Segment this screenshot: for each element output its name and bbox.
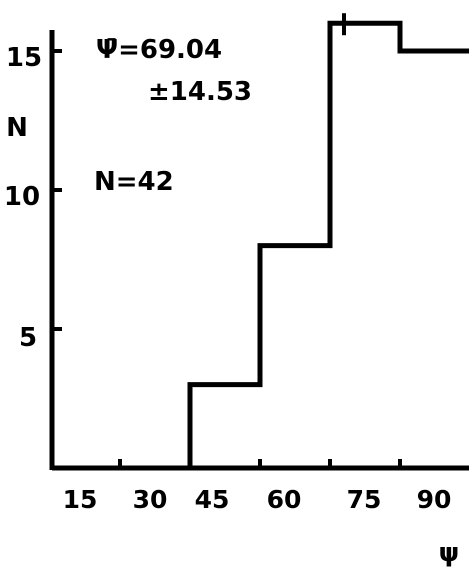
annotation-n: N=42 (94, 167, 174, 197)
x-tick-label-45: 45 (195, 485, 230, 514)
y-tick-label-15: 15 (6, 43, 42, 73)
y-tick-label-5: 5 (19, 323, 37, 353)
x-tick-label-60: 60 (267, 485, 302, 514)
y-tick-label-10: 10 (4, 182, 40, 212)
x-tick-label-90: 90 (417, 485, 452, 514)
histogram-bar (400, 51, 469, 468)
histogram-bar (330, 23, 400, 468)
histogram-step-line (187, 20, 469, 468)
x-axis-label: ψ (439, 538, 460, 568)
histogram-bar (190, 385, 260, 468)
x-tick-label-15: 15 (63, 485, 98, 514)
annotation-mean: Ψ̄=69.04 (96, 35, 222, 65)
histogram-outline (187, 13, 469, 468)
y-axis-label: N (6, 113, 28, 143)
y-ticks (52, 49, 62, 331)
x-tick-label-75: 75 (347, 485, 382, 514)
x-tick-label-30: 30 (133, 485, 168, 514)
annotation-sd: ±14.53 (148, 77, 252, 107)
histogram-bar (260, 246, 330, 468)
